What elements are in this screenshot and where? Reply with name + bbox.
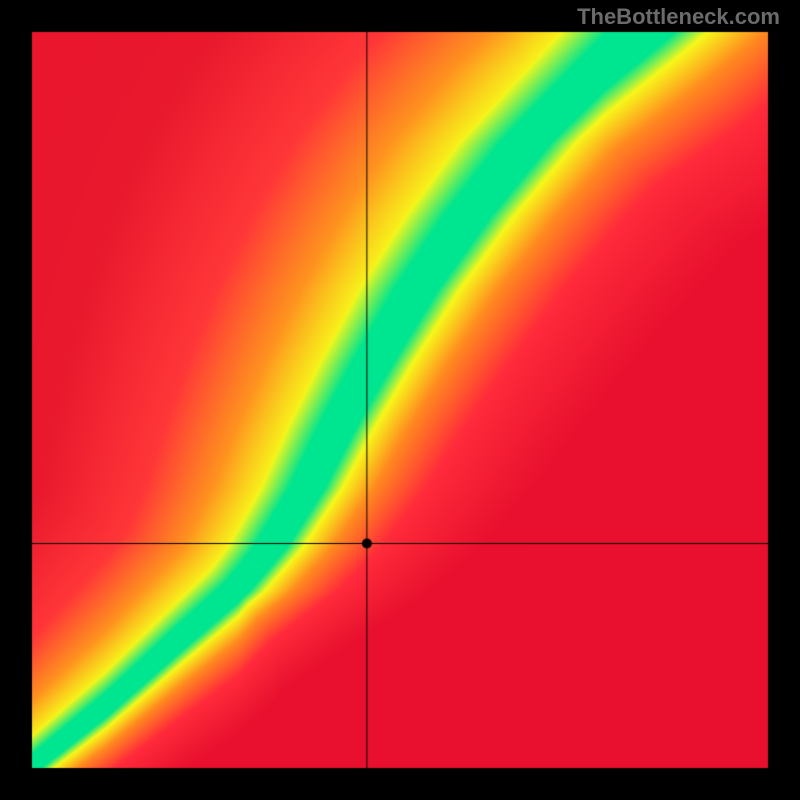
watermark-text: TheBottleneck.com [577, 4, 780, 30]
chart-container: TheBottleneck.com [0, 0, 800, 800]
heatmap-canvas [0, 0, 800, 800]
